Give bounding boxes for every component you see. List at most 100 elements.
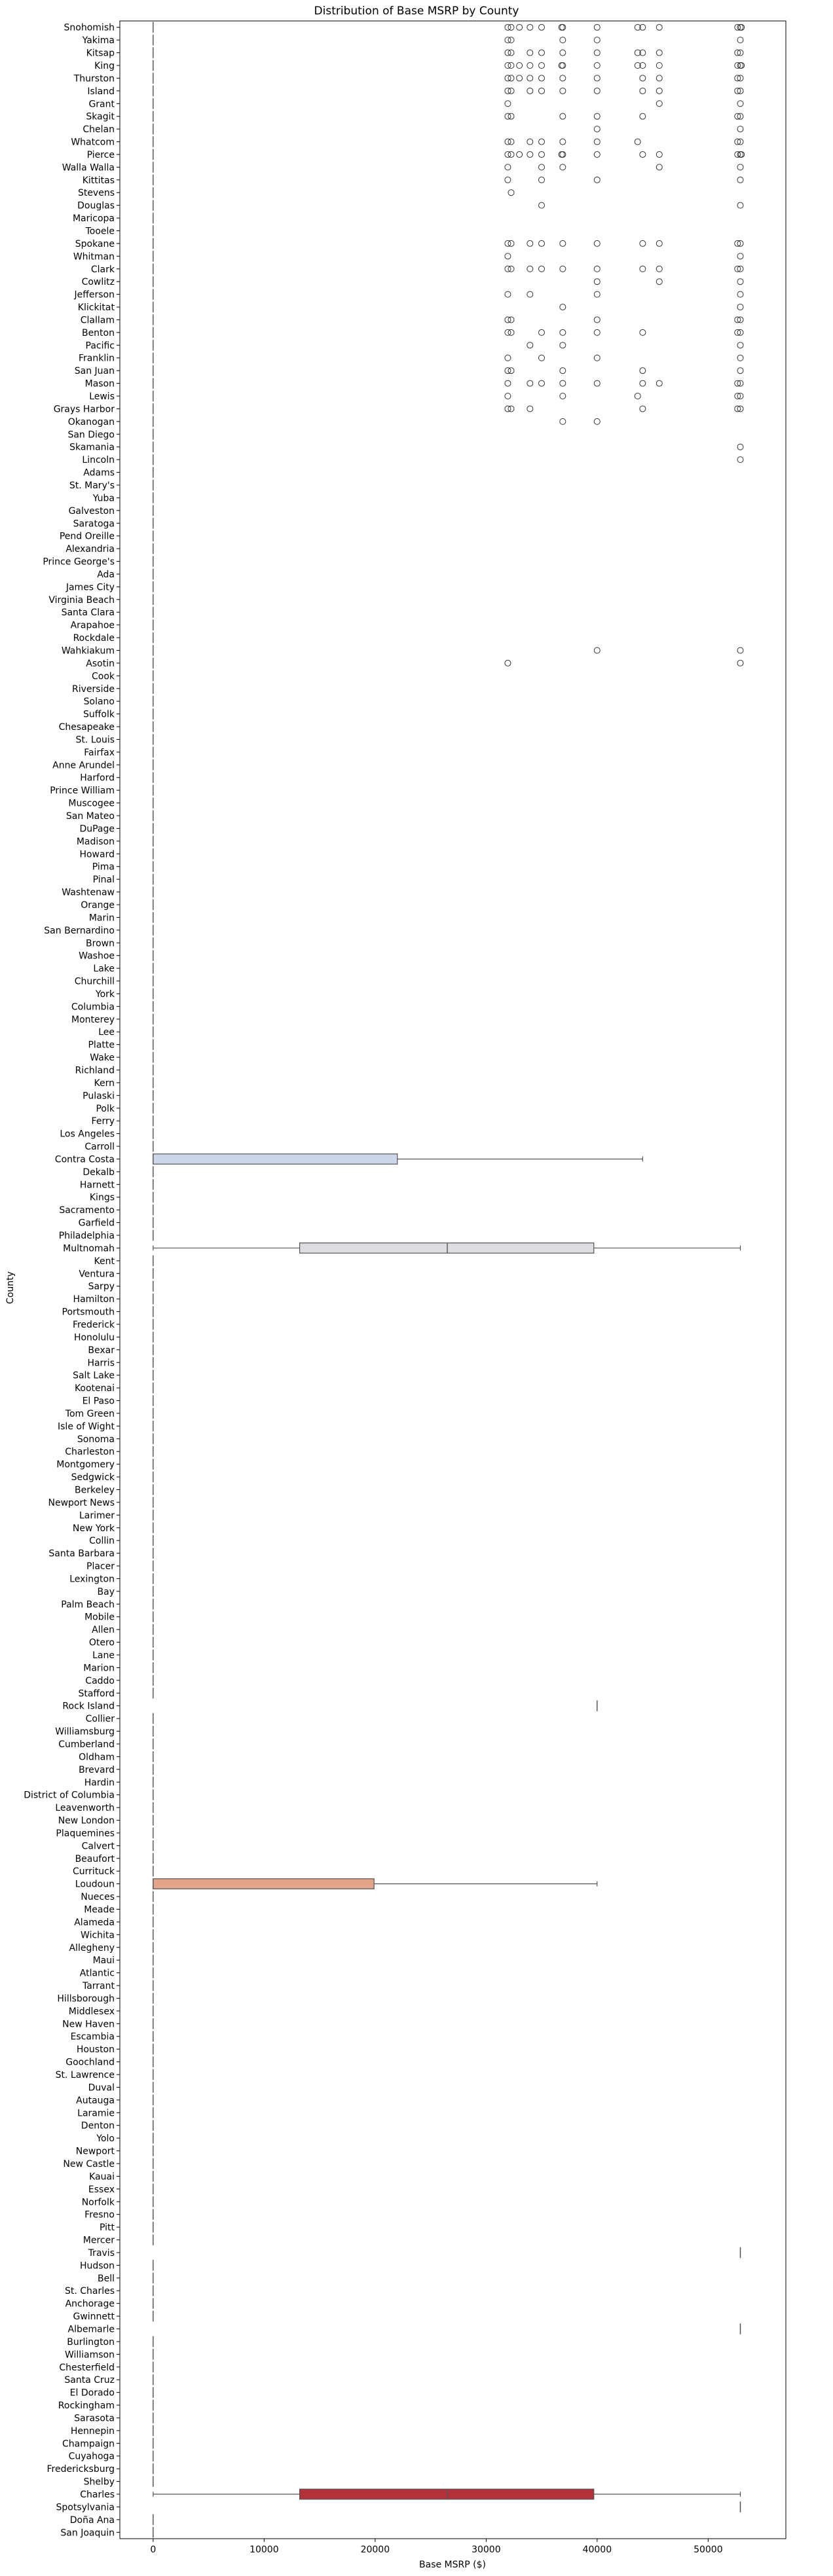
y-tick-label: Champaign	[62, 2439, 115, 2449]
outlier-point	[593, 24, 601, 31]
y-tick-label: Washoe	[79, 951, 115, 962]
y-tick-label: Kings	[90, 1193, 115, 1203]
outlier-point	[516, 75, 523, 82]
outlier-point	[656, 240, 663, 247]
y-tick-label: Escambia	[71, 2032, 115, 2042]
outlier-point	[559, 87, 566, 94]
y-tick-label: St. Charles	[65, 2286, 115, 2296]
y-tick-label: Marion	[83, 1663, 115, 1673]
plot-area: 0 10000 20000 30000 40000 50000 Snohomish Yakim…	[24, 20, 787, 2555]
outlier-point	[504, 253, 511, 260]
y-tick-label: Autauga	[76, 2095, 115, 2106]
outlier-point	[593, 354, 601, 361]
y-tick-label: Prince George's	[43, 557, 115, 568]
y-tick-label: Leavenworth	[55, 1803, 115, 1813]
outlier-point	[538, 380, 546, 387]
outlier-point	[656, 75, 663, 82]
outlier-point	[737, 342, 744, 349]
y-tick-label: Jefferson	[74, 290, 115, 300]
y-tick-label: Pulaski	[83, 1091, 115, 1101]
y-tick-label: Harnett	[80, 1180, 115, 1190]
y-tick-label: Pierce	[87, 150, 115, 160]
y-tick-label: Pacific	[86, 340, 115, 351]
outlier-point	[527, 24, 534, 31]
y-tick-label: Loudoun	[75, 1879, 115, 1890]
y-tick-label: Cumberland	[58, 1739, 115, 1750]
y-tick-label: Denton	[81, 2121, 115, 2132]
y-tick-label: Burlington	[67, 2337, 115, 2348]
y-tick-label: Pend Oreille	[60, 532, 115, 542]
y-tick-label: Lexington	[69, 1574, 115, 1584]
outlier-point	[504, 265, 511, 272]
y-tick-label: Chesterfield	[59, 2363, 115, 2373]
outlier-point	[737, 126, 744, 133]
outlier-point	[504, 176, 511, 183]
y-tick-label: Galveston	[69, 506, 115, 517]
y-tick-label: Chesapeake	[59, 722, 115, 733]
y-tick-label: Wahkiakum	[62, 646, 115, 657]
y-tick-label: Kern	[94, 1078, 115, 1089]
y-tick-label: Mercer	[83, 2236, 115, 2246]
y-tick-label: Placer	[86, 1561, 115, 1572]
y-tick-label: Goochland	[65, 2058, 115, 2068]
y-tick-label: Brevard	[79, 1765, 115, 1775]
y-tick-label: Polk	[96, 1104, 115, 1114]
outlier-point	[538, 49, 546, 56]
y-tick-label: Yakima	[82, 35, 115, 46]
outlier-point	[639, 75, 646, 82]
outlier-point	[559, 113, 566, 120]
outlier-point	[737, 380, 744, 387]
outlier-point	[508, 316, 515, 323]
y-tick-label: Anne Arundel	[52, 760, 115, 771]
y-tick-label: Mobile	[84, 1612, 115, 1623]
y-tick-label: Skamania	[69, 443, 115, 453]
y-tick-label: Rock Island	[62, 1701, 115, 1712]
y-tick-label: Lewis	[89, 391, 115, 402]
outlier-point	[527, 405, 534, 412]
y-tick-label: St. Lawrence	[56, 2070, 115, 2080]
outlier-point	[504, 100, 511, 107]
y-tick-label: Cowlitz	[82, 277, 115, 287]
y-tick-label: Dekalb	[83, 1167, 115, 1178]
y-tick-label: Kittitas	[83, 175, 115, 186]
y-tick-label: Caddo	[85, 1676, 115, 1686]
outlier-point	[734, 316, 741, 323]
y-tick-label: Sedgwick	[71, 1472, 115, 1483]
x-axis-label: Base MSRP ($)	[419, 2560, 486, 2570]
y-tick-label: Harford	[80, 773, 115, 784]
y-tick-label: Santa Cruz	[64, 2375, 115, 2386]
y-tick-label: Hardin	[84, 1777, 115, 1788]
y-tick-label: Allegheny	[69, 1943, 115, 1953]
y-tick-label: Tom Green	[65, 1409, 115, 1419]
y-tick-label: Thurston	[73, 73, 115, 84]
outlier-point	[634, 393, 641, 400]
y-tick-label: Atlantic	[80, 1968, 115, 1979]
y-tick-label: York	[95, 989, 115, 1000]
outlier-point	[504, 240, 511, 247]
outlier-point	[734, 240, 741, 247]
outlier-point	[737, 316, 744, 323]
outlier-point	[504, 87, 511, 94]
x-tick-label: 30000	[472, 2545, 501, 2555]
outlier-point	[559, 151, 566, 158]
outlier-point	[508, 405, 515, 412]
outlier-point	[508, 189, 515, 196]
y-tick-label: Muscogee	[68, 799, 115, 809]
outlier-point	[504, 62, 511, 69]
outlier-point	[734, 24, 741, 31]
y-tick-label: Chelan	[83, 124, 115, 135]
outlier-point	[559, 380, 566, 387]
y-tick-label: Wake	[90, 1053, 115, 1063]
outlier-point	[538, 87, 546, 94]
outlier-point	[634, 62, 641, 69]
outlier-point	[527, 151, 534, 158]
outlier-point	[656, 49, 663, 56]
y-tick-label: Philadelphia	[59, 1231, 115, 1241]
y-tick-label: Solano	[84, 697, 115, 707]
y-tick-label: New Castle	[63, 2159, 115, 2169]
y-tick-label: Plaquemines	[56, 1828, 115, 1839]
box	[153, 1153, 398, 1165]
outlier-point	[737, 393, 744, 400]
outlier-point	[734, 380, 741, 387]
y-tick-label: Allen	[92, 1625, 115, 1635]
